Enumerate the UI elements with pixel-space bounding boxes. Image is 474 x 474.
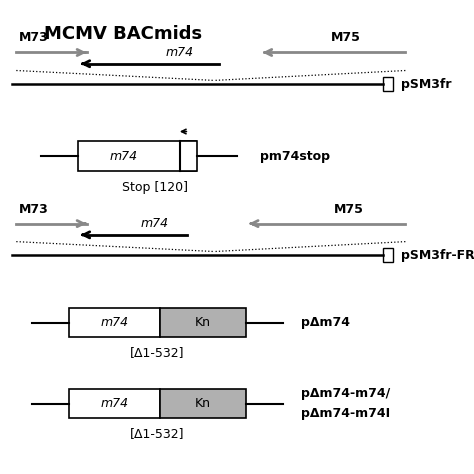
Bar — [78, 141, 196, 171]
Text: m74: m74 — [100, 316, 128, 329]
Text: M73: M73 — [18, 31, 48, 45]
Bar — [69, 389, 160, 419]
Text: M75: M75 — [331, 31, 361, 45]
Text: Kn: Kn — [195, 397, 211, 410]
Text: M75: M75 — [334, 202, 364, 216]
Text: [Δ1-532]: [Δ1-532] — [130, 428, 184, 440]
Text: pΔm74-m74I: pΔm74-m74I — [301, 407, 390, 420]
Text: m74: m74 — [141, 218, 169, 230]
Bar — [383, 248, 392, 262]
Bar — [160, 389, 246, 419]
Bar — [180, 141, 197, 171]
Text: m74: m74 — [166, 46, 194, 59]
Bar — [160, 308, 246, 337]
Text: pΔm74: pΔm74 — [301, 316, 350, 329]
Text: M73: M73 — [18, 202, 48, 216]
Text: Stop [120]: Stop [120] — [122, 181, 188, 193]
Bar — [383, 77, 392, 91]
Text: Kn: Kn — [195, 316, 211, 329]
Text: m74: m74 — [109, 150, 137, 163]
Text: pm74stop: pm74stop — [260, 150, 330, 163]
Text: [Δ1-532]: [Δ1-532] — [130, 346, 184, 359]
Text: MCMV BACmids: MCMV BACmids — [44, 26, 202, 44]
Text: pΔm74-m74/: pΔm74-m74/ — [301, 387, 390, 401]
Bar — [69, 308, 160, 337]
Text: pSM3fr-FRT: pSM3fr-FRT — [401, 249, 474, 262]
Text: m74: m74 — [100, 397, 128, 410]
Text: pSM3fr: pSM3fr — [401, 78, 451, 91]
